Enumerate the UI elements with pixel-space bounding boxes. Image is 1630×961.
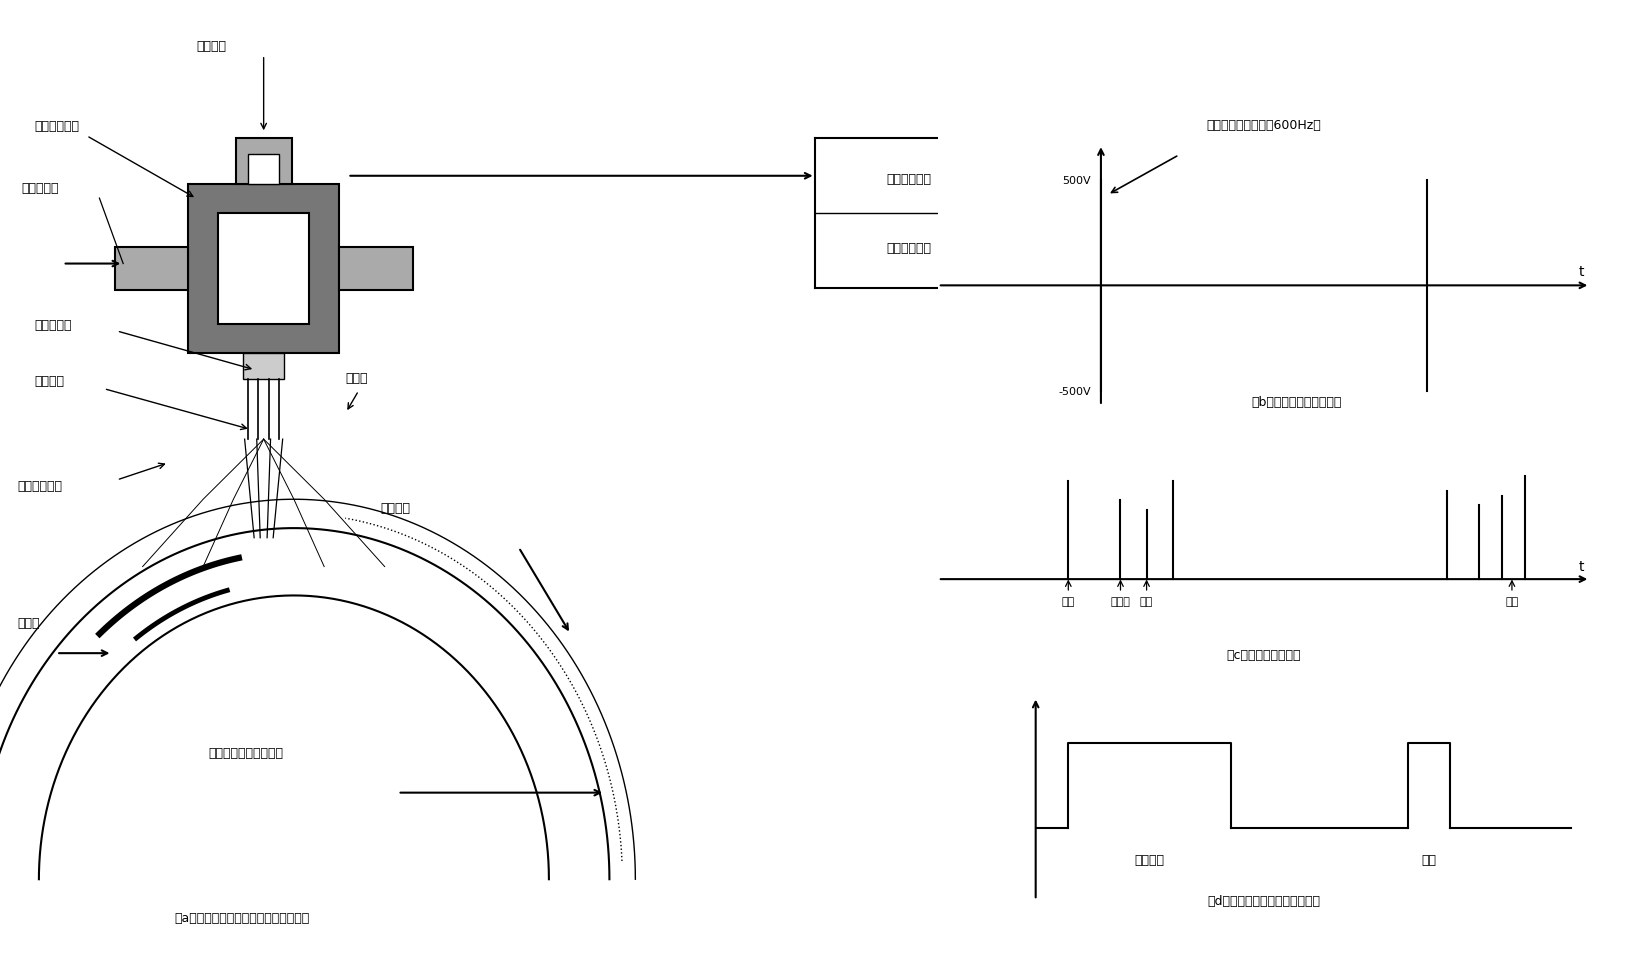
Bar [218, 214, 308, 325]
Text: 超声波: 超声波 [346, 371, 368, 384]
Text: 主波: 主波 [1061, 597, 1074, 606]
Bar [243, 354, 284, 381]
Text: 回波: 回波 [1139, 597, 1152, 606]
Text: t: t [1578, 559, 1583, 574]
Text: 正常壁厚: 正常壁厚 [1134, 853, 1164, 866]
Bar [248, 155, 279, 185]
Text: 超声发射电路: 超声发射电路 [887, 173, 931, 186]
Text: 折叠: 折叠 [1504, 597, 1518, 606]
Text: （c）探头输出的信号: （c）探头输出的信号 [1226, 648, 1301, 661]
Text: -500V: -500V [1058, 386, 1090, 396]
Text: （b）宽度极窄的激发脉冲: （b）宽度极窄的激发脉冲 [1250, 396, 1341, 408]
Text: 界面波: 界面波 [1110, 597, 1130, 606]
Text: 钒管壁: 钒管壁 [18, 616, 39, 629]
Text: （a）旋转噴淋耦合波超声测厚技术原理: （a）旋转噴淋耦合波超声测厚技术原理 [174, 911, 310, 924]
Text: （d）锢管壁厚的厚度和折叠脉冲: （d）锢管壁厚的厚度和折叠脉冲 [1206, 894, 1320, 907]
Text: 水耦合器腔体: 水耦合器腔体 [34, 119, 80, 133]
Bar [114, 247, 187, 291]
Bar [339, 247, 412, 291]
Text: 旋转方向: 旋转方向 [380, 501, 411, 514]
Bar [235, 138, 292, 185]
Text: t: t [1578, 264, 1583, 279]
Text: 钒管的偏心和壁厚不均: 钒管的偏心和壁厚不均 [209, 746, 284, 759]
Text: 管体折叠缺陷: 管体折叠缺陷 [18, 479, 62, 492]
Bar [187, 185, 339, 354]
Title: 冲击函数激发信号（600Hz）: 冲击函数激发信号（600Hz） [1206, 119, 1320, 132]
Text: 噴淋水柱: 噴淋水柱 [34, 374, 65, 387]
Text: 超声探头: 超声探头 [197, 39, 227, 53]
Text: 两侧进水口: 两侧进水口 [21, 182, 59, 195]
Text: 钓酸锇晶片: 钓酸锇晶片 [34, 318, 72, 332]
Text: 折叠: 折叠 [1420, 853, 1436, 866]
Text: 500V: 500V [1061, 176, 1090, 185]
Text: 超声接收电路: 超声接收电路 [887, 241, 931, 255]
